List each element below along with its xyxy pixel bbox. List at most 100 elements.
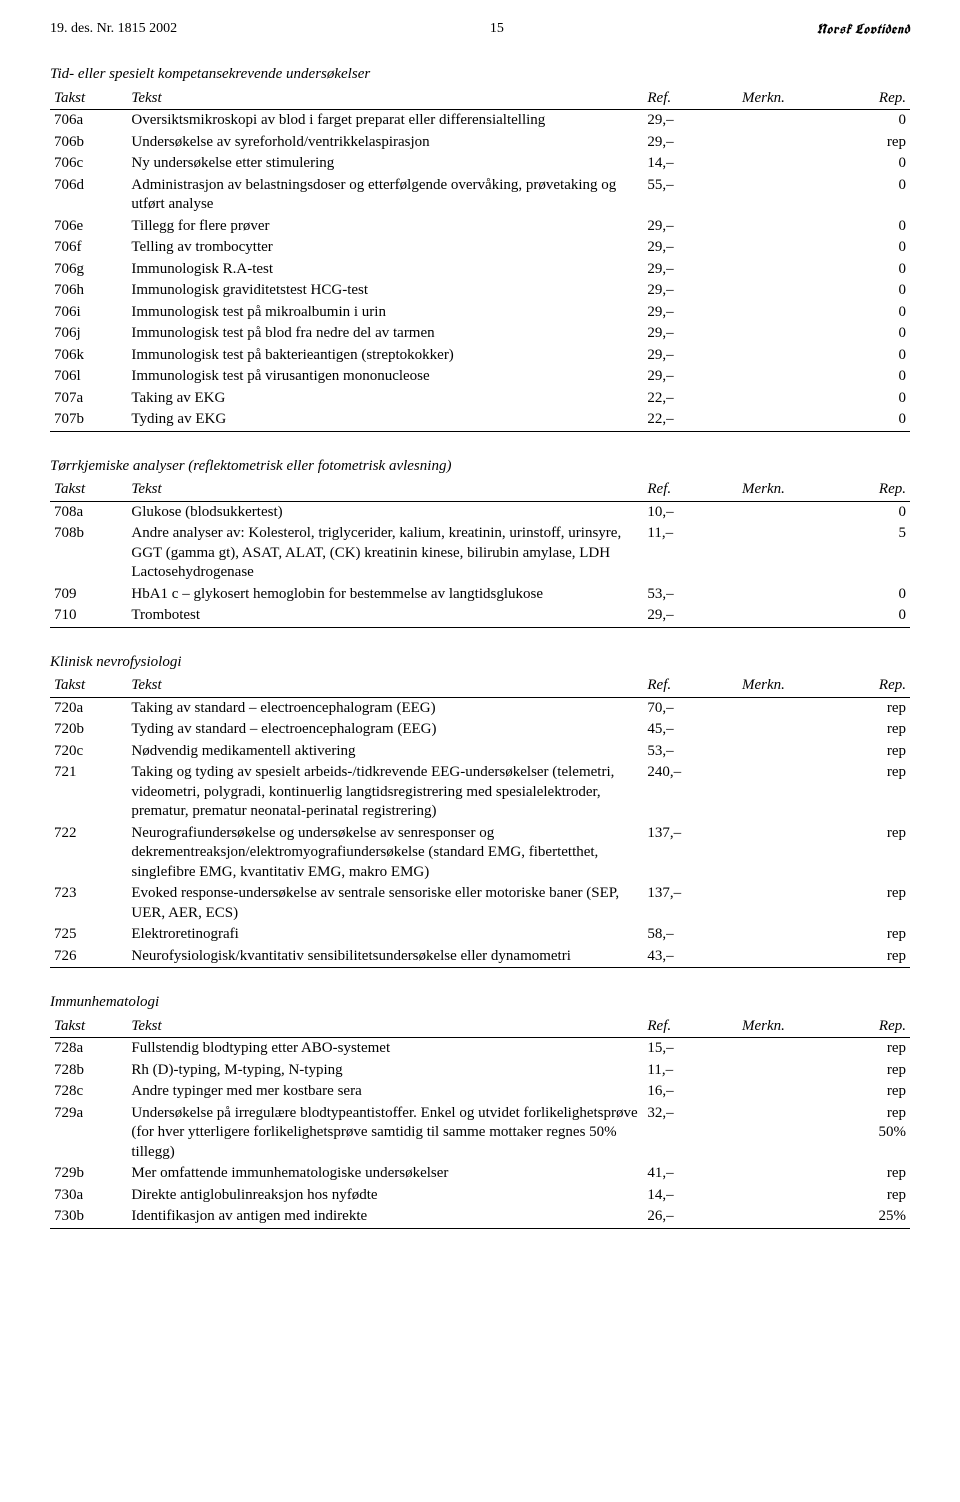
- cell-merkn: [738, 762, 824, 823]
- cell-takst: 706l: [50, 366, 127, 388]
- table-row: 707bTyding av EKG22,–0: [50, 409, 910, 431]
- cell-rep: 25%: [824, 1206, 910, 1228]
- cell-ref: 55,–: [643, 175, 738, 216]
- section-title: Tid- eller spesielt kompetansekrevende u…: [50, 65, 910, 85]
- cell-tekst: Taking av standard – electroencephalogra…: [127, 697, 643, 719]
- cell-tekst: Immunologisk graviditetstest HCG-test: [127, 280, 643, 302]
- cell-merkn: [738, 605, 824, 627]
- cell-tekst: Rh (D)-typing, M-typing, N-typing: [127, 1060, 643, 1082]
- cell-takst: 709: [50, 584, 127, 606]
- cell-takst: 726: [50, 946, 127, 968]
- cell-merkn: [738, 110, 824, 132]
- cell-ref: 29,–: [643, 216, 738, 238]
- cell-merkn: [738, 259, 824, 281]
- cell-rep: rep50%: [824, 1103, 910, 1164]
- cell-tekst: Taking og tyding av spesielt arbeids-/ti…: [127, 762, 643, 823]
- table-row: 722Neurografiundersøkelse og undersøkels…: [50, 823, 910, 884]
- cell-rep: 0: [824, 175, 910, 216]
- cell-ref: 29,–: [643, 345, 738, 367]
- cell-ref: 58,–: [643, 924, 738, 946]
- col-header-ref: Ref.: [643, 1016, 738, 1038]
- cell-rep: rep: [824, 762, 910, 823]
- cell-takst: 720b: [50, 719, 127, 741]
- table-row: 709HbA1 c – glykosert hemoglobin for bes…: [50, 584, 910, 606]
- cell-merkn: [738, 1060, 824, 1082]
- cell-rep: 0: [824, 259, 910, 281]
- table-row: 706kImmunologisk test på bakterieantigen…: [50, 345, 910, 367]
- cell-merkn: [738, 924, 824, 946]
- table-row: 710Trombotest29,–0: [50, 605, 910, 627]
- cell-ref: 29,–: [643, 366, 738, 388]
- cell-merkn: [738, 132, 824, 154]
- cell-ref: 29,–: [643, 259, 738, 281]
- cell-merkn: [738, 345, 824, 367]
- cell-tekst: Direkte antiglobulinreaksjon hos nyfødte: [127, 1185, 643, 1207]
- table-row: 720cNødvendig medikamentell aktivering53…: [50, 741, 910, 763]
- cell-rep: 0: [824, 388, 910, 410]
- cell-rep: 0: [824, 605, 910, 627]
- cell-takst: 710: [50, 605, 127, 627]
- table-row: 729bMer omfattende immunhematologiske un…: [50, 1163, 910, 1185]
- cell-ref: 137,–: [643, 883, 738, 924]
- cell-tekst: HbA1 c – glykosert hemoglobin for bestem…: [127, 584, 643, 606]
- cell-rep: rep: [824, 1038, 910, 1060]
- cell-takst: 729b: [50, 1163, 127, 1185]
- cell-merkn: [738, 1163, 824, 1185]
- cell-takst: 706a: [50, 110, 127, 132]
- cell-merkn: [738, 523, 824, 584]
- table-row: 728aFullstendig blodtyping etter ABO-sys…: [50, 1038, 910, 1060]
- cell-ref: 29,–: [643, 302, 738, 324]
- cell-merkn: [738, 946, 824, 968]
- cell-tekst: Andre analyser av: Kolesterol, triglycer…: [127, 523, 643, 584]
- cell-rep: rep: [824, 697, 910, 719]
- cell-ref: 137,–: [643, 823, 738, 884]
- cell-tekst: Immunologisk test på bakterieantigen (st…: [127, 345, 643, 367]
- cell-tekst: Andre typinger med mer kostbare sera: [127, 1081, 643, 1103]
- cell-takst: 706c: [50, 153, 127, 175]
- cell-rep: 0: [824, 584, 910, 606]
- cell-takst: 723: [50, 883, 127, 924]
- table-row: 730aDirekte antiglobulinreaksjon hos nyf…: [50, 1185, 910, 1207]
- cell-rep: rep: [824, 1163, 910, 1185]
- table-row: 706dAdministrasjon av belastningsdoser o…: [50, 175, 910, 216]
- cell-rep: 0: [824, 409, 910, 431]
- cell-tekst: Oversiktsmikroskopi av blod i farget pre…: [127, 110, 643, 132]
- cell-takst: 728b: [50, 1060, 127, 1082]
- col-header-merkn: Merkn.: [738, 479, 824, 501]
- section-title: Immunhematologi: [50, 993, 910, 1013]
- cell-merkn: [738, 584, 824, 606]
- cell-rep: rep: [824, 1060, 910, 1082]
- header-right: Norsk Lovtidend: [816, 20, 910, 40]
- table-row: 720bTyding av standard – electroencephal…: [50, 719, 910, 741]
- cell-ref: 43,–: [643, 946, 738, 968]
- cell-merkn: [738, 153, 824, 175]
- cell-merkn: [738, 302, 824, 324]
- cell-tekst: Tyding av EKG: [127, 409, 643, 431]
- table-row: 708aGlukose (blodsukkertest)10,–0: [50, 501, 910, 523]
- cell-tekst: Undersøkelse av syreforhold/ventrikkelas…: [127, 132, 643, 154]
- cell-ref: 53,–: [643, 584, 738, 606]
- cell-rep: 5: [824, 523, 910, 584]
- data-table: TakstTekstRef.Merkn.Rep.720aTaking av st…: [50, 675, 910, 968]
- cell-ref: 22,–: [643, 388, 738, 410]
- cell-rep: rep: [824, 883, 910, 924]
- col-header-tekst: Tekst: [127, 1016, 643, 1038]
- cell-merkn: [738, 1206, 824, 1228]
- cell-merkn: [738, 1038, 824, 1060]
- cell-ref: 14,–: [643, 1185, 738, 1207]
- cell-merkn: [738, 388, 824, 410]
- cell-ref: 53,–: [643, 741, 738, 763]
- cell-tekst: Glukose (blodsukkertest): [127, 501, 643, 523]
- cell-merkn: [738, 323, 824, 345]
- table-row: 707aTaking av EKG22,–0: [50, 388, 910, 410]
- cell-ref: 29,–: [643, 237, 738, 259]
- table-row: 728bRh (D)-typing, M-typing, N-typing11,…: [50, 1060, 910, 1082]
- col-header-rep: Rep.: [824, 88, 910, 110]
- table-row: 721Taking og tyding av spesielt arbeids-…: [50, 762, 910, 823]
- cell-ref: 70,–: [643, 697, 738, 719]
- table-row: 706aOversiktsmikroskopi av blod i farget…: [50, 110, 910, 132]
- cell-takst: 707b: [50, 409, 127, 431]
- cell-takst: 706i: [50, 302, 127, 324]
- cell-takst: 706g: [50, 259, 127, 281]
- cell-takst: 706b: [50, 132, 127, 154]
